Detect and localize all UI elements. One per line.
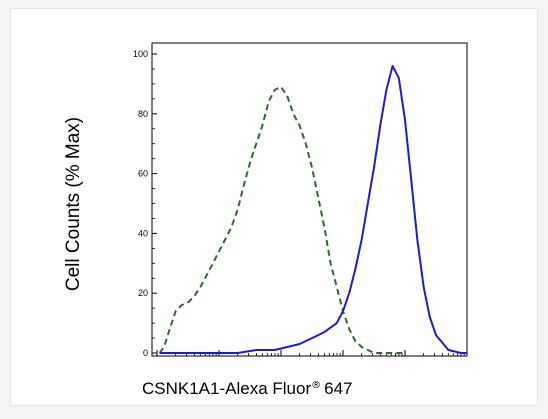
series-layer bbox=[158, 65, 467, 354]
plot-frame bbox=[151, 42, 468, 357]
figure-card: 0 20 40 60 80 100 Cell Counts (% Max) CSNK1A1… bbox=[10, 8, 538, 406]
registered-mark: ® bbox=[311, 380, 321, 391]
y-tick-label: 20 bbox=[138, 288, 148, 298]
y-axis-ticks: 0 20 40 60 80 100 bbox=[133, 49, 157, 358]
y-tick-label: 60 bbox=[138, 169, 148, 179]
y-tick-label: 40 bbox=[138, 228, 148, 238]
x-axis-title: CSNK1A1-Alexa Fluor® 647 bbox=[142, 379, 353, 398]
x-axis-title-main: CSNK1A1-Alexa Fluor bbox=[142, 379, 311, 398]
y-tick-label: 0 bbox=[143, 348, 148, 358]
series-line-solid bbox=[159, 65, 467, 354]
y-tick-label: 100 bbox=[133, 49, 148, 59]
x-axis-title-suffix: 647 bbox=[324, 379, 352, 398]
y-axis-title: Cell Counts (% Max) bbox=[63, 117, 84, 291]
histogram-chart: 0 20 40 60 80 100 Cell Counts (% Max) CSNK1A1… bbox=[63, 42, 468, 398]
plot-border bbox=[151, 42, 468, 357]
y-tick-label: 80 bbox=[138, 109, 148, 119]
series-line-dashed bbox=[158, 85, 405, 354]
